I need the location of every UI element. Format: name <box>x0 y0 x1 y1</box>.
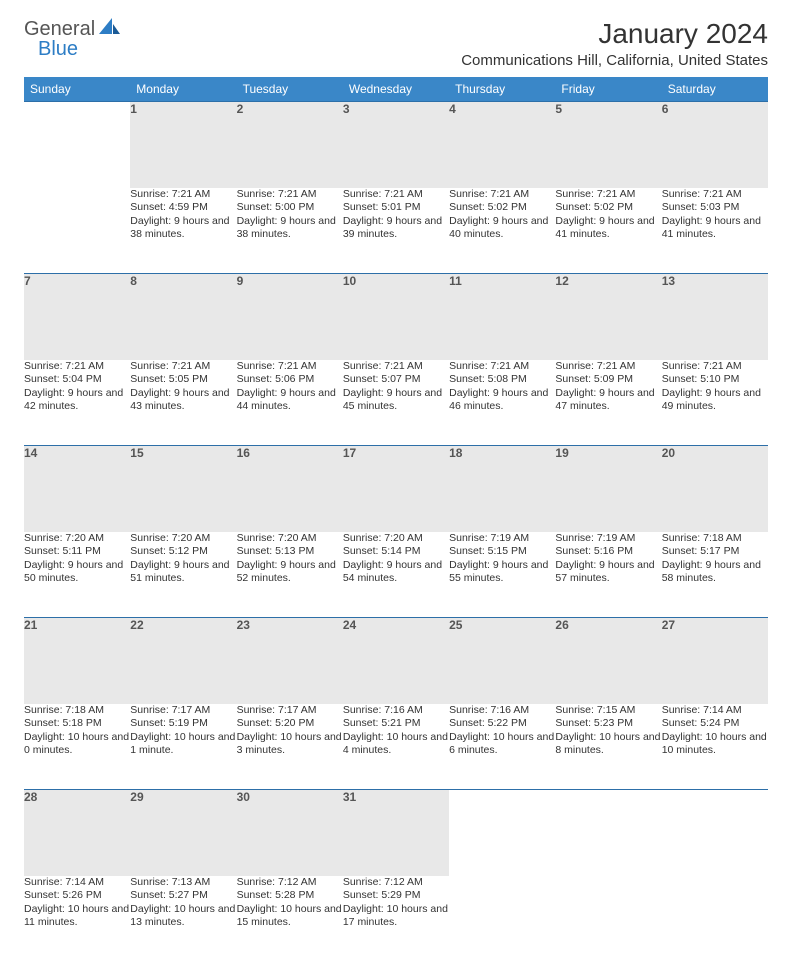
day-header-row: Sunday Monday Tuesday Wednesday Thursday… <box>24 77 768 102</box>
day-number: 23 <box>237 618 343 704</box>
day-cell: Sunrise: 7:21 AM Sunset: 5:00 PM Dayligh… <box>237 188 343 274</box>
day-header: Friday <box>555 77 661 102</box>
day-header: Saturday <box>662 77 768 102</box>
day-cell: Sunrise: 7:21 AM Sunset: 5:05 PM Dayligh… <box>130 360 236 446</box>
day-number: 20 <box>662 446 768 532</box>
day-number: 14 <box>24 446 130 532</box>
title-block: January 2024 Communications Hill, Califo… <box>461 18 768 69</box>
day-cell: Sunrise: 7:12 AM Sunset: 5:29 PM Dayligh… <box>343 876 449 962</box>
day-number: 4 <box>449 102 555 188</box>
day-number <box>24 102 130 188</box>
day-number: 16 <box>237 446 343 532</box>
day-number: 25 <box>449 618 555 704</box>
day-number: 15 <box>130 446 236 532</box>
day-number: 31 <box>343 790 449 876</box>
day-number: 10 <box>343 274 449 360</box>
day-number: 11 <box>449 274 555 360</box>
logo-blue-wrap: Blue <box>40 38 78 61</box>
day-cell: Sunrise: 7:14 AM Sunset: 5:24 PM Dayligh… <box>662 704 768 790</box>
day-cell: Sunrise: 7:19 AM Sunset: 5:16 PM Dayligh… <box>555 532 661 618</box>
day-cell: Sunrise: 7:18 AM Sunset: 5:17 PM Dayligh… <box>662 532 768 618</box>
day-cell: Sunrise: 7:21 AM Sunset: 5:06 PM Dayligh… <box>237 360 343 446</box>
day-header: Tuesday <box>237 77 343 102</box>
day-cell <box>449 876 555 962</box>
day-number: 17 <box>343 446 449 532</box>
day-cell: Sunrise: 7:20 AM Sunset: 5:12 PM Dayligh… <box>130 532 236 618</box>
content-row: Sunrise: 7:21 AM Sunset: 5:04 PM Dayligh… <box>24 360 768 446</box>
day-number: 13 <box>662 274 768 360</box>
logo-sail-icon <box>99 18 121 41</box>
day-number: 5 <box>555 102 661 188</box>
day-number: 1 <box>130 102 236 188</box>
day-cell: Sunrise: 7:21 AM Sunset: 4:59 PM Dayligh… <box>130 188 236 274</box>
calendar-table: Sunday Monday Tuesday Wednesday Thursday… <box>24 77 768 962</box>
day-header: Thursday <box>449 77 555 102</box>
day-number: 19 <box>555 446 661 532</box>
day-number: 12 <box>555 274 661 360</box>
day-number: 6 <box>662 102 768 188</box>
day-cell <box>555 876 661 962</box>
calendar-head: Sunday Monday Tuesday Wednesday Thursday… <box>24 77 768 102</box>
day-number <box>449 790 555 876</box>
content-row: Sunrise: 7:18 AM Sunset: 5:18 PM Dayligh… <box>24 704 768 790</box>
day-cell: Sunrise: 7:21 AM Sunset: 5:03 PM Dayligh… <box>662 188 768 274</box>
day-cell: Sunrise: 7:21 AM Sunset: 5:08 PM Dayligh… <box>449 360 555 446</box>
logo-text-blue: Blue <box>38 38 78 60</box>
day-number: 7 <box>24 274 130 360</box>
day-cell: Sunrise: 7:21 AM Sunset: 5:09 PM Dayligh… <box>555 360 661 446</box>
day-number: 29 <box>130 790 236 876</box>
day-cell: Sunrise: 7:12 AM Sunset: 5:28 PM Dayligh… <box>237 876 343 962</box>
day-cell <box>24 188 130 274</box>
calendar-body: 123456Sunrise: 7:21 AM Sunset: 4:59 PM D… <box>24 102 768 962</box>
content-row: Sunrise: 7:14 AM Sunset: 5:26 PM Dayligh… <box>24 876 768 962</box>
day-cell: Sunrise: 7:16 AM Sunset: 5:22 PM Dayligh… <box>449 704 555 790</box>
day-cell: Sunrise: 7:17 AM Sunset: 5:19 PM Dayligh… <box>130 704 236 790</box>
content-row: Sunrise: 7:20 AM Sunset: 5:11 PM Dayligh… <box>24 532 768 618</box>
day-header: Wednesday <box>343 77 449 102</box>
day-cell: Sunrise: 7:20 AM Sunset: 5:11 PM Dayligh… <box>24 532 130 618</box>
day-number: 9 <box>237 274 343 360</box>
day-cell: Sunrise: 7:14 AM Sunset: 5:26 PM Dayligh… <box>24 876 130 962</box>
daynum-row: 28293031 <box>24 790 768 876</box>
day-number: 18 <box>449 446 555 532</box>
day-number: 8 <box>130 274 236 360</box>
day-cell: Sunrise: 7:21 AM Sunset: 5:02 PM Dayligh… <box>555 188 661 274</box>
day-cell: Sunrise: 7:17 AM Sunset: 5:20 PM Dayligh… <box>237 704 343 790</box>
day-cell <box>662 876 768 962</box>
day-number <box>555 790 661 876</box>
day-cell: Sunrise: 7:21 AM Sunset: 5:02 PM Dayligh… <box>449 188 555 274</box>
day-header: Monday <box>130 77 236 102</box>
day-number: 30 <box>237 790 343 876</box>
day-cell: Sunrise: 7:15 AM Sunset: 5:23 PM Dayligh… <box>555 704 661 790</box>
daynum-row: 123456 <box>24 102 768 188</box>
day-number: 28 <box>24 790 130 876</box>
day-number: 24 <box>343 618 449 704</box>
day-number: 22 <box>130 618 236 704</box>
content-row: Sunrise: 7:21 AM Sunset: 4:59 PM Dayligh… <box>24 188 768 274</box>
day-number: 3 <box>343 102 449 188</box>
day-number <box>662 790 768 876</box>
day-cell: Sunrise: 7:20 AM Sunset: 5:14 PM Dayligh… <box>343 532 449 618</box>
day-cell: Sunrise: 7:21 AM Sunset: 5:10 PM Dayligh… <box>662 360 768 446</box>
day-cell: Sunrise: 7:13 AM Sunset: 5:27 PM Dayligh… <box>130 876 236 962</box>
location: Communications Hill, California, United … <box>461 52 768 69</box>
daynum-row: 78910111213 <box>24 274 768 360</box>
day-cell: Sunrise: 7:21 AM Sunset: 5:01 PM Dayligh… <box>343 188 449 274</box>
day-header: Sunday <box>24 77 130 102</box>
day-cell: Sunrise: 7:18 AM Sunset: 5:18 PM Dayligh… <box>24 704 130 790</box>
daynum-row: 21222324252627 <box>24 618 768 704</box>
day-cell: Sunrise: 7:21 AM Sunset: 5:04 PM Dayligh… <box>24 360 130 446</box>
page-header: General January 2024 Communications Hill… <box>24 18 768 69</box>
day-cell: Sunrise: 7:20 AM Sunset: 5:13 PM Dayligh… <box>237 532 343 618</box>
day-cell: Sunrise: 7:16 AM Sunset: 5:21 PM Dayligh… <box>343 704 449 790</box>
month-year: January 2024 <box>461 18 768 50</box>
day-number: 26 <box>555 618 661 704</box>
day-cell: Sunrise: 7:19 AM Sunset: 5:15 PM Dayligh… <box>449 532 555 618</box>
day-cell: Sunrise: 7:21 AM Sunset: 5:07 PM Dayligh… <box>343 360 449 446</box>
daynum-row: 14151617181920 <box>24 446 768 532</box>
day-number: 21 <box>24 618 130 704</box>
day-number: 27 <box>662 618 768 704</box>
day-number: 2 <box>237 102 343 188</box>
